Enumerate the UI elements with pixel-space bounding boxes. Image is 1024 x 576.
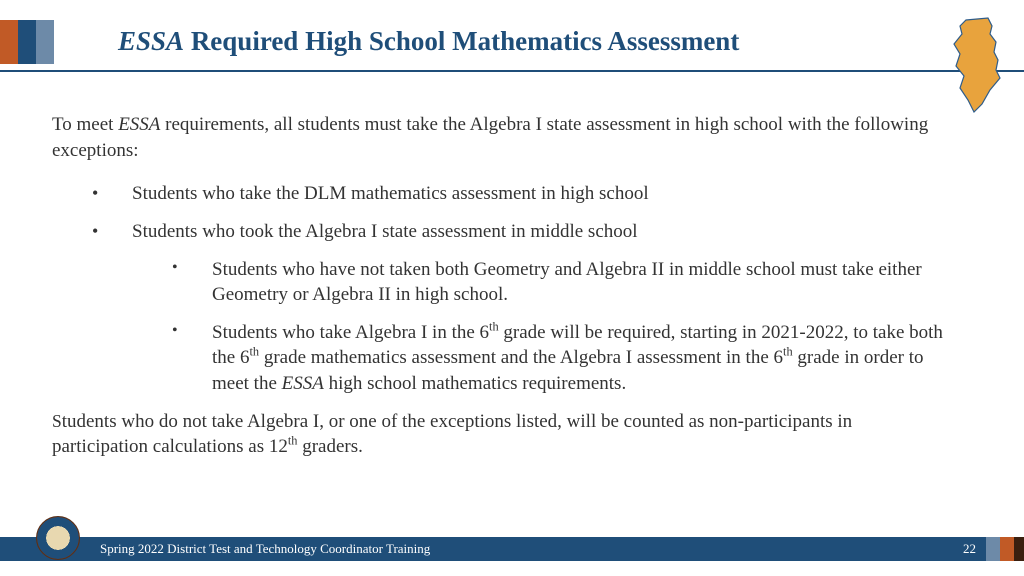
footer-page-number: 22 — [963, 541, 976, 557]
closing-s: S — [52, 411, 62, 431]
closing-post: graders. — [297, 436, 362, 457]
header-stripes — [0, 20, 108, 64]
list-item: Students who have not taken both Geometr… — [172, 257, 944, 308]
body-content: To meet ESSA requirements, all students … — [52, 112, 944, 460]
footer: Spring 2022 District Test and Technology… — [0, 534, 1024, 564]
title-underline — [0, 70, 1024, 72]
sup: th — [489, 320, 499, 334]
bullet-text: Students who take the DLM mathematics as… — [132, 183, 649, 204]
closing-paragraph: Students who do not take Algebra I, or o… — [52, 409, 944, 460]
title-essa: ESSA — [118, 26, 184, 56]
intro-pre: To meet — [52, 114, 118, 135]
list-item: Students who take Algebra I in the 6th g… — [172, 320, 944, 397]
list-item: Students who take the DLM mathematics as… — [92, 181, 944, 207]
sub-bullet-list: Students who have not taken both Geometr… — [132, 257, 944, 397]
sup: th — [288, 434, 298, 448]
state-seal-icon — [36, 516, 80, 560]
intro-paragraph: To meet ESSA requirements, all students … — [52, 112, 944, 163]
bullet-list: Students who take the DLM mathematics as… — [52, 181, 944, 396]
sup: th — [249, 345, 259, 359]
bullet-text: Students who took the Algebra I state as… — [132, 221, 638, 242]
bullet-text: Students who have not taken both Geometr… — [212, 259, 922, 306]
list-item: Students who took the Algebra I state as… — [92, 219, 944, 397]
footer-text: Spring 2022 District Test and Technology… — [100, 541, 430, 557]
intro-essa: ESSA — [118, 114, 160, 135]
footer-stripes — [986, 537, 1024, 561]
footer-bar: Spring 2022 District Test and Technology… — [0, 537, 1024, 561]
nj-state-icon — [946, 16, 1006, 116]
closing-pre: tudents who do not take Algebra I, or on… — [52, 411, 852, 458]
bullet-text: Students who take Algebra I in the 6 — [212, 322, 489, 343]
title-rest: Required High School Mathematics Assessm… — [184, 26, 739, 56]
intro-post: requirements, all students must take the… — [52, 114, 928, 161]
bullet-essa: ESSA — [282, 373, 324, 394]
nj-path — [954, 18, 1000, 112]
sup: th — [783, 345, 793, 359]
slide-title: ESSA Required High School Mathematics As… — [118, 26, 944, 57]
bullet-text: high school mathematics requirements. — [324, 373, 626, 394]
bullet-text: grade mathematics assessment and the Alg… — [259, 347, 783, 368]
